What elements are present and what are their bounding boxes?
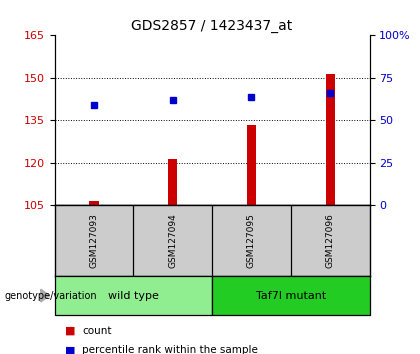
Text: count: count	[82, 326, 111, 336]
Text: GSM127093: GSM127093	[89, 213, 98, 268]
Text: ■: ■	[65, 326, 76, 336]
Bar	[89, 201, 99, 205]
Text: GSM127095: GSM127095	[247, 213, 256, 268]
Text: GSM127096: GSM127096	[326, 213, 335, 268]
Bar	[212, 276, 370, 315]
Text: Taf7l mutant: Taf7l mutant	[256, 291, 326, 301]
Bar	[168, 159, 178, 205]
Polygon shape	[41, 289, 50, 302]
Text: GSM127094: GSM127094	[168, 213, 177, 268]
Text: ■: ■	[65, 346, 76, 354]
Bar	[326, 74, 335, 205]
Text: percentile rank within the sample: percentile rank within the sample	[82, 346, 258, 354]
Bar	[247, 125, 256, 205]
Bar	[55, 276, 212, 315]
Title: GDS2857 / 1423437_at: GDS2857 / 1423437_at	[131, 19, 293, 33]
Text: wild type: wild type	[108, 291, 159, 301]
Text: genotype/variation: genotype/variation	[4, 291, 97, 301]
